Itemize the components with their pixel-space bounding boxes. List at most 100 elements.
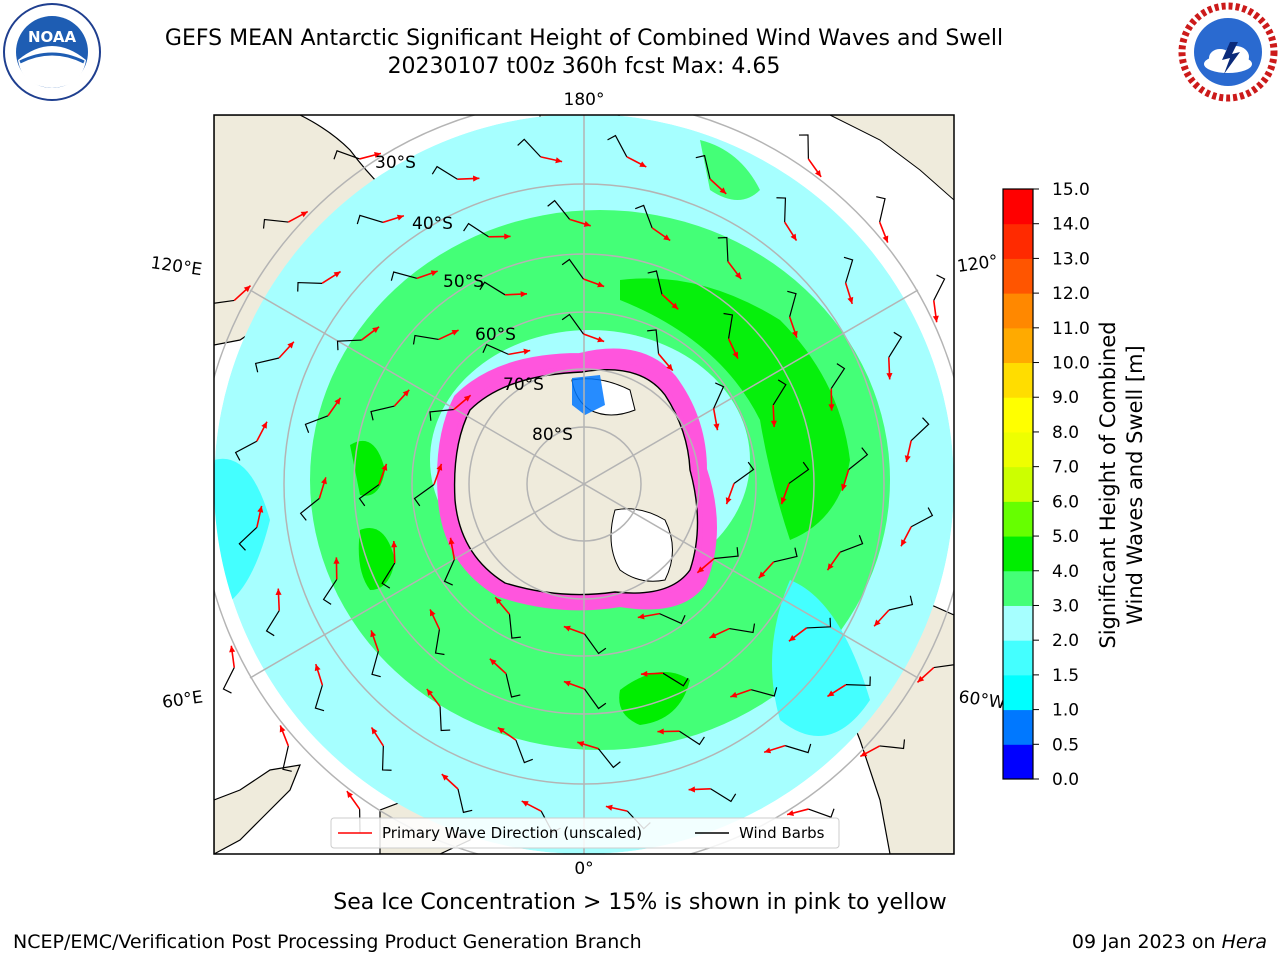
colorbar-tick-label: 14.0	[1052, 215, 1090, 235]
wind-barb	[282, 745, 292, 772]
wind-barb	[333, 150, 360, 160]
wind-barb	[713, 382, 725, 409]
meridian-60e-120w	[249, 289, 919, 679]
wave-direction-arrowhead	[732, 351, 738, 359]
wave-patch-1to2m-west	[214, 458, 270, 610]
colorbar-swatch	[1003, 431, 1033, 468]
wind-barb	[714, 547, 739, 560]
wave-direction-arrowhead	[448, 537, 455, 545]
wave-direction-arrowhead	[709, 632, 717, 638]
wind-barb	[806, 617, 832, 629]
wave-direction-arrowhead	[841, 483, 847, 491]
footer-machine: Hera	[1221, 931, 1267, 953]
wave-direction-arrowhead	[788, 634, 796, 642]
wind-barb	[371, 650, 381, 678]
wave-direction-arrowhead	[402, 389, 410, 397]
footer-producer: NCEP/EMC/Verification Post Processing Pr…	[13, 931, 642, 953]
wave-direction-arrowhead	[436, 463, 443, 471]
colorbar-tick-label: 0.5	[1052, 735, 1079, 755]
wave-patch-4to5m-indian-2	[350, 440, 385, 496]
colorbar-swatch	[1003, 466, 1033, 502]
wind-barb	[584, 688, 607, 710]
wave-direction-arrowhead	[495, 597, 502, 605]
colorbar-swatch	[1003, 293, 1033, 329]
colorbar-swatch	[1003, 536, 1033, 572]
wave-direction-arrowhead	[371, 727, 378, 735]
wind-barb	[733, 461, 755, 484]
wave-direction-arrowhead	[758, 571, 766, 579]
wind-barb	[843, 256, 854, 284]
wave-direction-arrowhead	[791, 330, 798, 338]
colorbar-swatch	[1003, 223, 1033, 259]
wave-direction-arrowhead	[334, 397, 341, 405]
lat-label-80s: 80°S	[532, 425, 573, 445]
lon-label-0: 0°	[574, 859, 593, 879]
colorbar-tick-label: 4.0	[1052, 562, 1079, 582]
wind-barb	[222, 667, 235, 694]
wave-direction-arrowhead	[734, 272, 742, 280]
wind-barb	[933, 664, 954, 669]
wave-direction-arrowhead	[657, 728, 664, 735]
wave-direction-arrowhead	[730, 691, 738, 698]
wind-barb	[482, 343, 509, 355]
wind-barb	[776, 197, 787, 223]
colorbar-tick-label: 1.0	[1052, 701, 1079, 721]
colorbar-swatch	[1003, 397, 1033, 433]
chart-subtitle: 20230107 t00z 360h fcst Max: 4.65	[387, 54, 781, 79]
wave-direction-arrowhead	[787, 810, 794, 816]
colorbar-swatch	[1003, 674, 1033, 711]
wave-direction-arrowhead	[577, 741, 585, 747]
wave-direction-arrowhead	[279, 725, 286, 733]
wave-direction-arrowhead	[663, 234, 671, 241]
wind-barb	[784, 743, 812, 754]
wave-direction-arrowhead	[563, 680, 571, 687]
wind-barb	[773, 547, 798, 563]
wave-direction-arrowhead	[391, 540, 398, 548]
wind-barb	[717, 236, 729, 262]
wind-barb	[443, 559, 455, 586]
wind-barb	[262, 218, 289, 229]
colorbar-tick-label: 12.0	[1052, 284, 1090, 304]
colorbar-swatch	[1003, 327, 1033, 364]
wave-direction-arrowhead	[370, 630, 377, 638]
wind-barb	[830, 363, 846, 389]
wave-direction-arrowhead	[521, 801, 529, 807]
wind-barb	[234, 440, 258, 461]
wind-barb	[356, 214, 384, 225]
colorbar-swatch	[1003, 189, 1033, 225]
wind-barb	[798, 134, 809, 159]
wind-barb	[214, 299, 235, 304]
wind-barb	[710, 788, 737, 803]
colorbar-ticks: 0.0 0.5 1.0 1.5 2.0 3.0 4.0 5.0 6.0 7.0 8.0 9.0 10.0…	[1033, 180, 1090, 790]
wave-direction-arrowhead	[463, 395, 471, 402]
wave-direction-arrowhead	[932, 315, 939, 323]
wave-patch-4to5m-indian	[358, 528, 395, 590]
wave-direction-arrowhead	[346, 791, 354, 799]
africa-land	[214, 764, 301, 854]
wind-barb	[517, 138, 542, 158]
wind-barb	[808, 808, 835, 818]
wave-direction-arrowhead	[441, 774, 449, 781]
wave-direction-arrowhead	[489, 658, 497, 666]
wave-direction-arrowhead	[671, 302, 679, 310]
colorbar-swatch	[1003, 709, 1033, 745]
colorbar-tick-label: 1.5	[1052, 666, 1079, 686]
colorbar-tick-label: 9.0	[1052, 388, 1079, 408]
graticule	[214, 115, 954, 854]
wind-barb	[910, 417, 930, 442]
colorbar-title-line1: Significant Height of Combined	[1096, 321, 1120, 649]
colorbar-swatch	[1003, 570, 1033, 606]
wind-barb	[358, 484, 380, 507]
wind-barb	[254, 357, 280, 373]
wind-barb	[561, 313, 584, 335]
wind-barb	[647, 329, 660, 354]
colorbar-tick-label: 13.0	[1052, 249, 1090, 269]
wind-barb	[457, 788, 473, 814]
wind-barb	[888, 331, 903, 358]
wind-barb	[910, 507, 934, 528]
chart-title: GEFS MEAN Antarctic Significant Height o…	[164, 26, 1004, 51]
colorbar-tick-label: 6.0	[1052, 492, 1079, 512]
wave-direction-arrowhead	[886, 372, 893, 380]
